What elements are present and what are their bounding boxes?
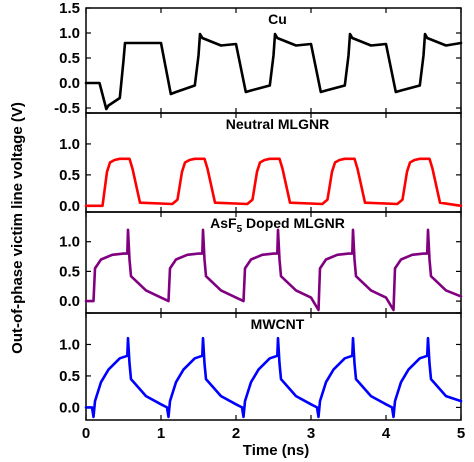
x-tick-label: 2: [232, 425, 240, 442]
y-tick-label: 1.5: [59, 0, 80, 17]
y-tick-label: 0.5: [59, 50, 80, 67]
y-tick-label: 0.5: [59, 368, 80, 385]
y-tick-label: 1.0: [59, 234, 80, 251]
panel-neutral: 0.0 0.5 1.0 Neutral MLGNR: [59, 112, 463, 215]
x-tick-label: 5: [457, 425, 465, 442]
series-line-cu: [84, 32, 463, 111]
y-axis-label: Out-of-phase victim line voltage (V): [9, 102, 26, 354]
y-tick-label: 0.5: [59, 263, 80, 280]
y-tick-label: 0.0: [59, 293, 80, 310]
panel-title-mwcnt: MWCNT: [251, 316, 305, 332]
x-tick-label: 1: [157, 425, 165, 442]
y-tick-label: 1.0: [59, 136, 80, 153]
panel-title-asf5: AsF5 Doped MLGNR: [210, 215, 345, 235]
x-axis-tick-labels: 0 1 2 3 4 5: [82, 425, 465, 442]
y-tick-label: 0.5: [59, 167, 80, 184]
y-tick-label: -0.5: [54, 100, 80, 117]
y-tick-label: 1.0: [59, 336, 80, 353]
panel-title-neutral: Neutral MLGNR: [226, 116, 329, 132]
panel-title-cu: Cu: [268, 11, 287, 27]
x-tick-label: 3: [307, 425, 315, 442]
series-line-asf5: [84, 228, 463, 312]
y-tick-label: 0.0: [59, 75, 80, 92]
y-tick-label: 0.0: [59, 198, 80, 215]
y-tick-label: 1.0: [59, 25, 80, 42]
panel-frame-mwcnt: [85, 312, 462, 421]
x-axis-label: Time (ns): [243, 442, 309, 459]
panel-asf5: 0.0 0.5 1.0 AsF5 Doped MLGNR: [59, 211, 463, 314]
panel-cu: -0.5 0.0 0.5 1.0 1.5 Cu: [54, 0, 463, 117]
chart-panels: -0.5 0.0 0.5 1.0 1.5 Cu 0.0 0.5 1.0 Neutral MLGNR…: [54, 0, 463, 421]
y-tick-label: 0.0: [59, 399, 80, 416]
x-tick-label: 0: [82, 425, 90, 442]
x-tick-label: 4: [382, 425, 391, 442]
panel-mwcnt: 0.0 0.5 1.0 MWCNT: [59, 312, 463, 421]
series-line-neutral: [84, 157, 463, 208]
series-line-mwcnt: [84, 336, 463, 419]
